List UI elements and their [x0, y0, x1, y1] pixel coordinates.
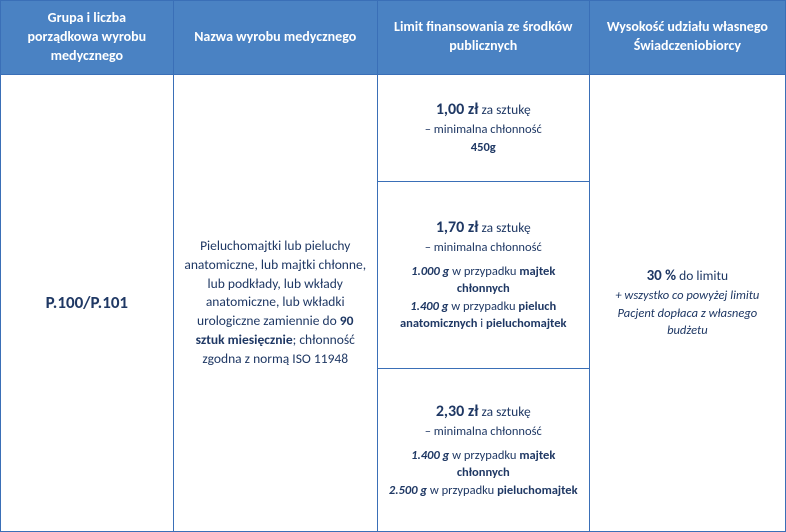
- limit3-price: 2,30 zł: [436, 402, 479, 421]
- limit3-a-val: 1.400 g: [411, 448, 449, 463]
- header-financing-limit: Limit finansowania ze środków publicznyc…: [377, 1, 589, 75]
- limit3-b-bold: pieluchomajtek: [497, 483, 578, 498]
- cell-own-share: 30 % do limitu + wszystko co powyżej lim…: [589, 74, 785, 531]
- cell-limit-2: 1,70 zł za sztukę – minimalna chłonność …: [377, 181, 589, 368]
- share-percent: 30 %: [647, 267, 677, 285]
- cell-limit-1: 1,00 zł za sztukę – minimalna chłonność …: [377, 74, 589, 181]
- limit1-per: za sztukę: [478, 101, 530, 118]
- limit2-per: za sztukę: [478, 219, 530, 236]
- limit2-a-val: 1.000 g: [411, 264, 449, 279]
- limit2-b-bold2: pieluchomajtek: [486, 316, 567, 331]
- table-row: P.100/P.101 Pieluchomajtki lub pieluchy …: [1, 74, 786, 181]
- limit3-b-txt: w przypadku: [427, 483, 497, 498]
- header-row: Grupa i liczba porządkowa wyrobu medyczn…: [1, 1, 786, 75]
- limit3-per: za sztukę: [478, 403, 530, 420]
- header-product-name: Nazwa wyrobu medycznego: [173, 1, 377, 75]
- product-code: P.100/P.101: [46, 292, 128, 313]
- limit2-b-and: i: [477, 316, 486, 331]
- limit3-sub1: – minimalna chłonność: [386, 423, 581, 441]
- limit1-price: 1,00 zł: [436, 100, 479, 119]
- limit1-sub1: – minimalna chłonność: [386, 121, 581, 139]
- cell-description: Pieluchomajtki lub pieluchy anatomiczne,…: [173, 74, 377, 531]
- limit2-sub1: – minimalna chłonność: [386, 239, 581, 257]
- cell-code: P.100/P.101: [1, 74, 174, 531]
- table: Grupa i liczba porządkowa wyrobu medyczn…: [0, 0, 786, 532]
- limit2-b-txt: w przypadku: [448, 299, 518, 314]
- limit1-sub2: 450g: [386, 139, 581, 157]
- limit2-a-txt: w przypadku: [449, 264, 519, 279]
- limit3-a-txt: w przypadku: [449, 448, 519, 463]
- cell-limit-3: 2,30 zł za sztukę – minimalna chłonność …: [377, 368, 589, 531]
- limit2-price: 1,70 zł: [436, 218, 479, 237]
- limit2-b-val: 1.400 g: [410, 299, 448, 314]
- header-group-number: Grupa i liczba porządkowa wyrobu medyczn…: [1, 1, 174, 75]
- share-note: + wszystko co powyżej limitu Pacjent dop…: [600, 287, 775, 340]
- header-own-share: Wysokość udziału własnego Świadczeniobio…: [589, 1, 785, 75]
- reimbursement-table: Grupa i liczba porządkowa wyrobu medyczn…: [0, 0, 786, 532]
- limit3-b-val: 2.500 g: [389, 483, 427, 498]
- share-to-limit: do limitu: [676, 267, 728, 284]
